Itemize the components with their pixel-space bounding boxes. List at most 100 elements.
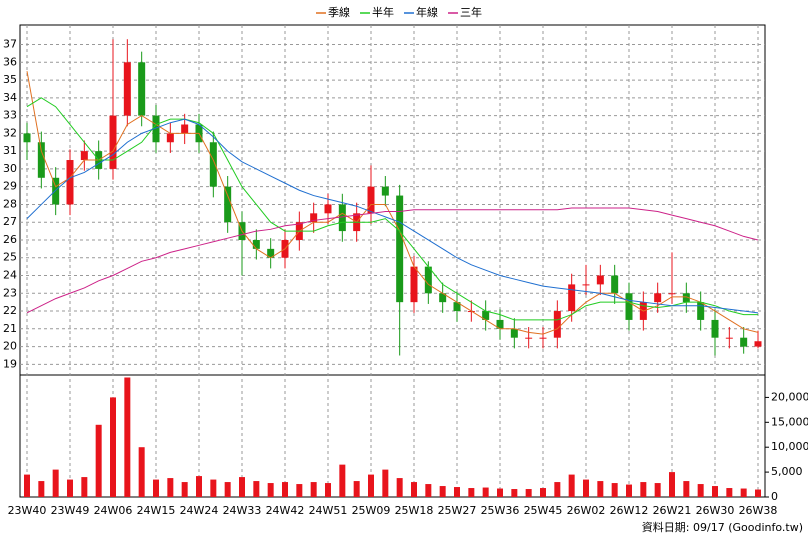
volume-bar (325, 483, 331, 497)
volume-bar (669, 472, 675, 497)
volume-bar (253, 481, 260, 497)
x-tick-label: 25W09 (352, 504, 391, 517)
y-tick-label: 25 (3, 251, 17, 264)
volume-bar (411, 482, 417, 497)
candle-body (381, 186, 389, 196)
candle-body (181, 124, 189, 134)
candle-body (252, 239, 260, 249)
volume-bar (611, 483, 618, 497)
y-tick-label: 24 (3, 269, 17, 282)
x-tick-label: 24W33 (223, 504, 262, 517)
y2-tick-label: 10,000 (771, 440, 808, 453)
volume-bar (110, 397, 116, 497)
candle-body (625, 293, 633, 320)
candle-body (166, 133, 174, 143)
candle-body (668, 293, 676, 295)
candle-body (396, 195, 404, 303)
candle-body (725, 337, 733, 339)
candle-body (109, 115, 117, 169)
candle-body (410, 266, 418, 303)
candle-body (209, 142, 217, 187)
volume-bar (310, 482, 317, 497)
y-tick-label: 19 (3, 357, 17, 370)
volume-bar (296, 484, 303, 497)
legend-label: 季線 (328, 5, 350, 19)
volume-bar (439, 486, 446, 497)
y-tick-label: 28 (3, 197, 17, 210)
candle-body (267, 248, 275, 258)
volume-bar (697, 484, 704, 497)
candle-body (224, 186, 232, 223)
volume-bar (181, 482, 188, 497)
volume-bar (196, 476, 202, 497)
volume-bar (482, 487, 489, 497)
volume-bar (525, 489, 532, 497)
y-tick-label: 34 (3, 91, 17, 104)
x-tick-label: 25W18 (395, 504, 434, 517)
volume-bar (497, 488, 503, 497)
x-tick-label: 25W45 (524, 504, 563, 517)
footer: 資料日期: 09/17 (Goodinfo.tw) (642, 520, 803, 534)
volume-bar (712, 486, 718, 497)
candle-body (138, 62, 146, 116)
candle-body (52, 177, 60, 205)
volume-bar (282, 482, 288, 497)
volume-bar (210, 479, 217, 497)
legend-label: 年線 (416, 5, 438, 19)
candle-body (80, 151, 88, 161)
candle-body (324, 204, 332, 214)
x-tick-label: 24W51 (309, 504, 348, 517)
y2-tick-label: 20,000 (771, 390, 808, 403)
y2-tick-label: 15,000 (771, 415, 808, 428)
candle-body (596, 275, 604, 285)
volume-bar (626, 484, 632, 497)
candle-body (754, 341, 762, 347)
ma-line (26, 71, 759, 335)
y-tick-label: 26 (3, 233, 17, 246)
ma-line (26, 207, 759, 314)
y-tick-label: 20 (3, 340, 17, 353)
y-tick-label: 23 (3, 286, 17, 299)
volume-bar (568, 474, 575, 497)
candle-body (553, 311, 561, 338)
x-tick-label: 25W27 (438, 504, 477, 517)
volume-bar (353, 481, 360, 497)
volume-bar (339, 464, 346, 497)
candle-body (123, 62, 131, 116)
candle-body (510, 328, 518, 338)
y-tick-label: 21 (3, 322, 17, 335)
x-tick-label: 25W36 (481, 504, 520, 517)
volume-bar (24, 474, 30, 497)
candle-body (367, 186, 375, 214)
volume-bar (511, 489, 518, 497)
x-tick-label: 23W49 (51, 504, 90, 517)
x-tick-label: 23W40 (8, 504, 47, 517)
volume-bar (425, 484, 432, 497)
y-tick-label: 27 (3, 215, 17, 228)
x-tick-label: 26W38 (739, 504, 778, 517)
volume-bar (755, 489, 761, 497)
y-tick-label: 33 (3, 109, 17, 122)
x-tick-label: 26W21 (653, 504, 692, 517)
candle-body (682, 293, 690, 303)
volume-bar (640, 482, 647, 497)
x-tick-label: 24W06 (94, 504, 133, 517)
candle-body (711, 319, 719, 338)
volume-bar (239, 477, 245, 497)
candle-body (496, 319, 504, 329)
volume-bar (396, 478, 403, 497)
candle-body (539, 337, 547, 339)
plot-frame (19, 24, 766, 498)
candle-body (439, 293, 447, 303)
candle-body (525, 337, 533, 339)
y-tick-label: 37 (3, 38, 17, 51)
x-tick-label: 24W42 (266, 504, 305, 517)
candle-body (611, 275, 619, 294)
volume-bar (124, 377, 131, 497)
y-tick-label: 32 (3, 126, 17, 139)
candle-body (66, 160, 74, 205)
y-tick-label: 30 (3, 162, 17, 175)
candle-body (568, 284, 576, 312)
volume-bar (597, 481, 604, 497)
